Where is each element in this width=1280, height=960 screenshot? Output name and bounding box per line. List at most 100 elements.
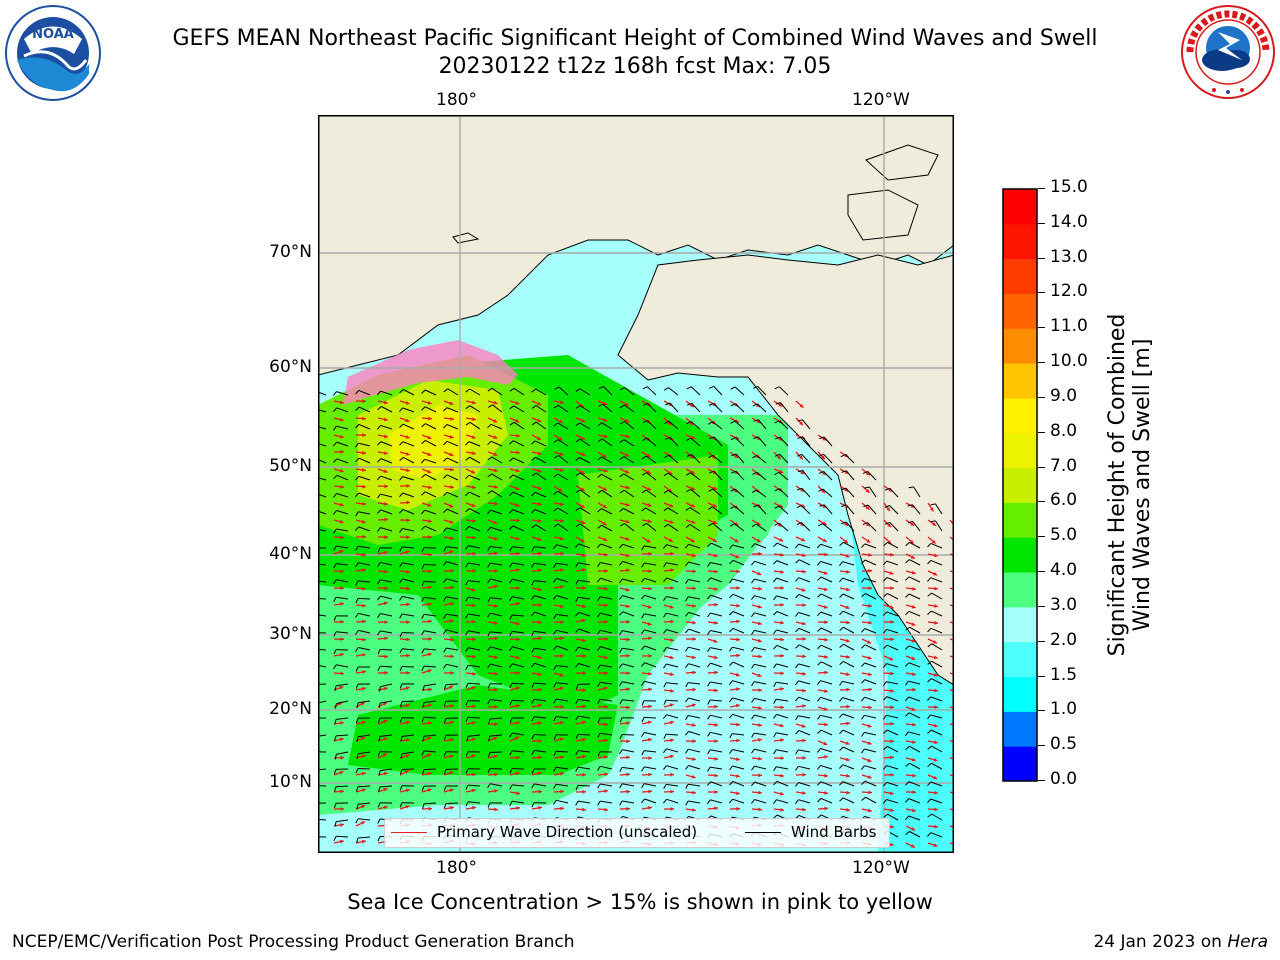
- wave-arrow-head: [867, 808, 872, 813]
- wind-barb-flag: [685, 543, 689, 549]
- wind-barb: [402, 476, 415, 481]
- wind-barb-flag: [575, 647, 579, 652]
- wind-barb-flag: [509, 682, 513, 688]
- wind-barb-flag: [531, 580, 535, 586]
- wind-barb-flag: [930, 520, 936, 523]
- wind-barb: [601, 473, 613, 481]
- wave-arrow-head: [383, 787, 388, 792]
- wind-barb: [336, 631, 349, 634]
- colorbar-bin: [1003, 711, 1037, 747]
- wave-arrow-head: [362, 502, 366, 506]
- wind-barb-flag: [553, 563, 557, 568]
- wind-barb-flag: [750, 612, 755, 618]
- colorbar-label-line2: Wind Waves and Swell [m]: [1130, 338, 1155, 632]
- wave-arrow-head: [384, 620, 388, 624]
- wave-arrow-head: [647, 503, 652, 507]
- wave-arrow-head: [734, 454, 738, 458]
- wind-barb: [512, 491, 525, 498]
- wave-arrow-head: [405, 452, 410, 456]
- wave-arrow-head: [779, 469, 784, 474]
- wind-barb: [578, 579, 591, 583]
- wave-arrow-head: [494, 636, 498, 641]
- wind-barb: [513, 421, 525, 430]
- wind-barb: [776, 713, 789, 719]
- colorbar-tick-mark: [1038, 257, 1045, 259]
- wave-arrow-head: [780, 807, 784, 812]
- wave-arrow-head: [889, 605, 894, 609]
- wind-barb-flag: [774, 471, 780, 476]
- wind-barb: [512, 750, 525, 753]
- legend-swatch-wave: [391, 831, 427, 833]
- colorbar-tick-label: 14.0: [1050, 211, 1088, 232]
- wind-barb: [644, 645, 657, 651]
- wave-arrow-head: [406, 586, 410, 591]
- wind-barb-flag: [861, 578, 865, 583]
- wind-barb-flag: [730, 488, 736, 492]
- nws-logo: [1181, 5, 1275, 99]
- wind-barb-flag: [707, 781, 712, 786]
- wave-arrow-head: [362, 484, 366, 489]
- wind-barb-flag: [378, 702, 381, 709]
- wind-barb: [578, 611, 591, 617]
- wind-barb-flag: [773, 799, 777, 805]
- wind-barb-flag: [575, 543, 580, 549]
- wind-barb-flag: [421, 389, 426, 394]
- wind-barb: [867, 471, 877, 481]
- wind-barb: [402, 648, 415, 651]
- wind-barb-flag: [751, 748, 755, 754]
- wind-barb: [754, 612, 767, 617]
- wave-arrow-head: [692, 620, 696, 625]
- wind-barb: [556, 578, 569, 583]
- wave-arrow-head: [802, 654, 806, 659]
- lat-label-50n: 50°N: [269, 456, 312, 476]
- wave-arrow-head: [582, 704, 586, 709]
- wind-barb-flag: [619, 734, 623, 740]
- wind-barb: [798, 765, 811, 770]
- wind-barb: [622, 766, 635, 770]
- wind-barb: [578, 766, 591, 770]
- wind-barb-flag: [774, 386, 780, 390]
- wave-arrow-head: [558, 419, 563, 423]
- wind-barb: [318, 458, 327, 464]
- wind-barb: [358, 442, 371, 447]
- wind-barb-flag: [861, 696, 865, 702]
- wind-barb: [689, 524, 701, 532]
- lat-label-30n: 30°N: [269, 624, 312, 644]
- wave-arrow-head: [780, 603, 784, 607]
- wind-barb-flag: [730, 386, 736, 390]
- wave-direction-arrow: [949, 740, 954, 743]
- wind-barb: [710, 594, 723, 600]
- colorbar-tick-label: 5.0: [1050, 525, 1078, 546]
- wind-barb: [402, 734, 415, 737]
- wave-arrow-head: [824, 620, 828, 625]
- wind-barb: [318, 648, 327, 651]
- wind-barb: [423, 768, 437, 771]
- wind-barb-flag: [663, 784, 667, 790]
- wind-barb-flag: [663, 489, 669, 494]
- wind-barb-flag: [685, 663, 689, 669]
- wind-barb: [842, 713, 855, 719]
- wave-arrow-head: [625, 587, 630, 592]
- wind-barb: [688, 596, 701, 600]
- wind-barb: [667, 507, 679, 515]
- wind-barb: [801, 505, 811, 515]
- wind-barb-flag: [553, 578, 557, 583]
- wind-barb-flag: [905, 576, 910, 581]
- wind-barb-flag: [817, 696, 821, 702]
- wind-barb-flag: [487, 490, 493, 495]
- wave-arrow-head: [757, 638, 762, 643]
- wind-barb: [732, 733, 745, 736]
- wind-barb: [336, 683, 349, 687]
- wind-barb: [336, 510, 349, 515]
- wave-arrow-head: [868, 553, 872, 557]
- wind-barb-flag: [905, 626, 910, 631]
- colorbar-bin: [1003, 676, 1037, 712]
- wind-barb: [754, 595, 767, 600]
- wave-arrow-head: [868, 705, 872, 710]
- wave-arrow-head: [516, 568, 520, 572]
- wind-barb-flag: [465, 526, 470, 531]
- wind-barb-flag: [399, 666, 403, 672]
- wave-arrow-head: [800, 522, 804, 526]
- wind-barb-flag: [641, 750, 645, 756]
- wind-barb-flag: [709, 470, 714, 474]
